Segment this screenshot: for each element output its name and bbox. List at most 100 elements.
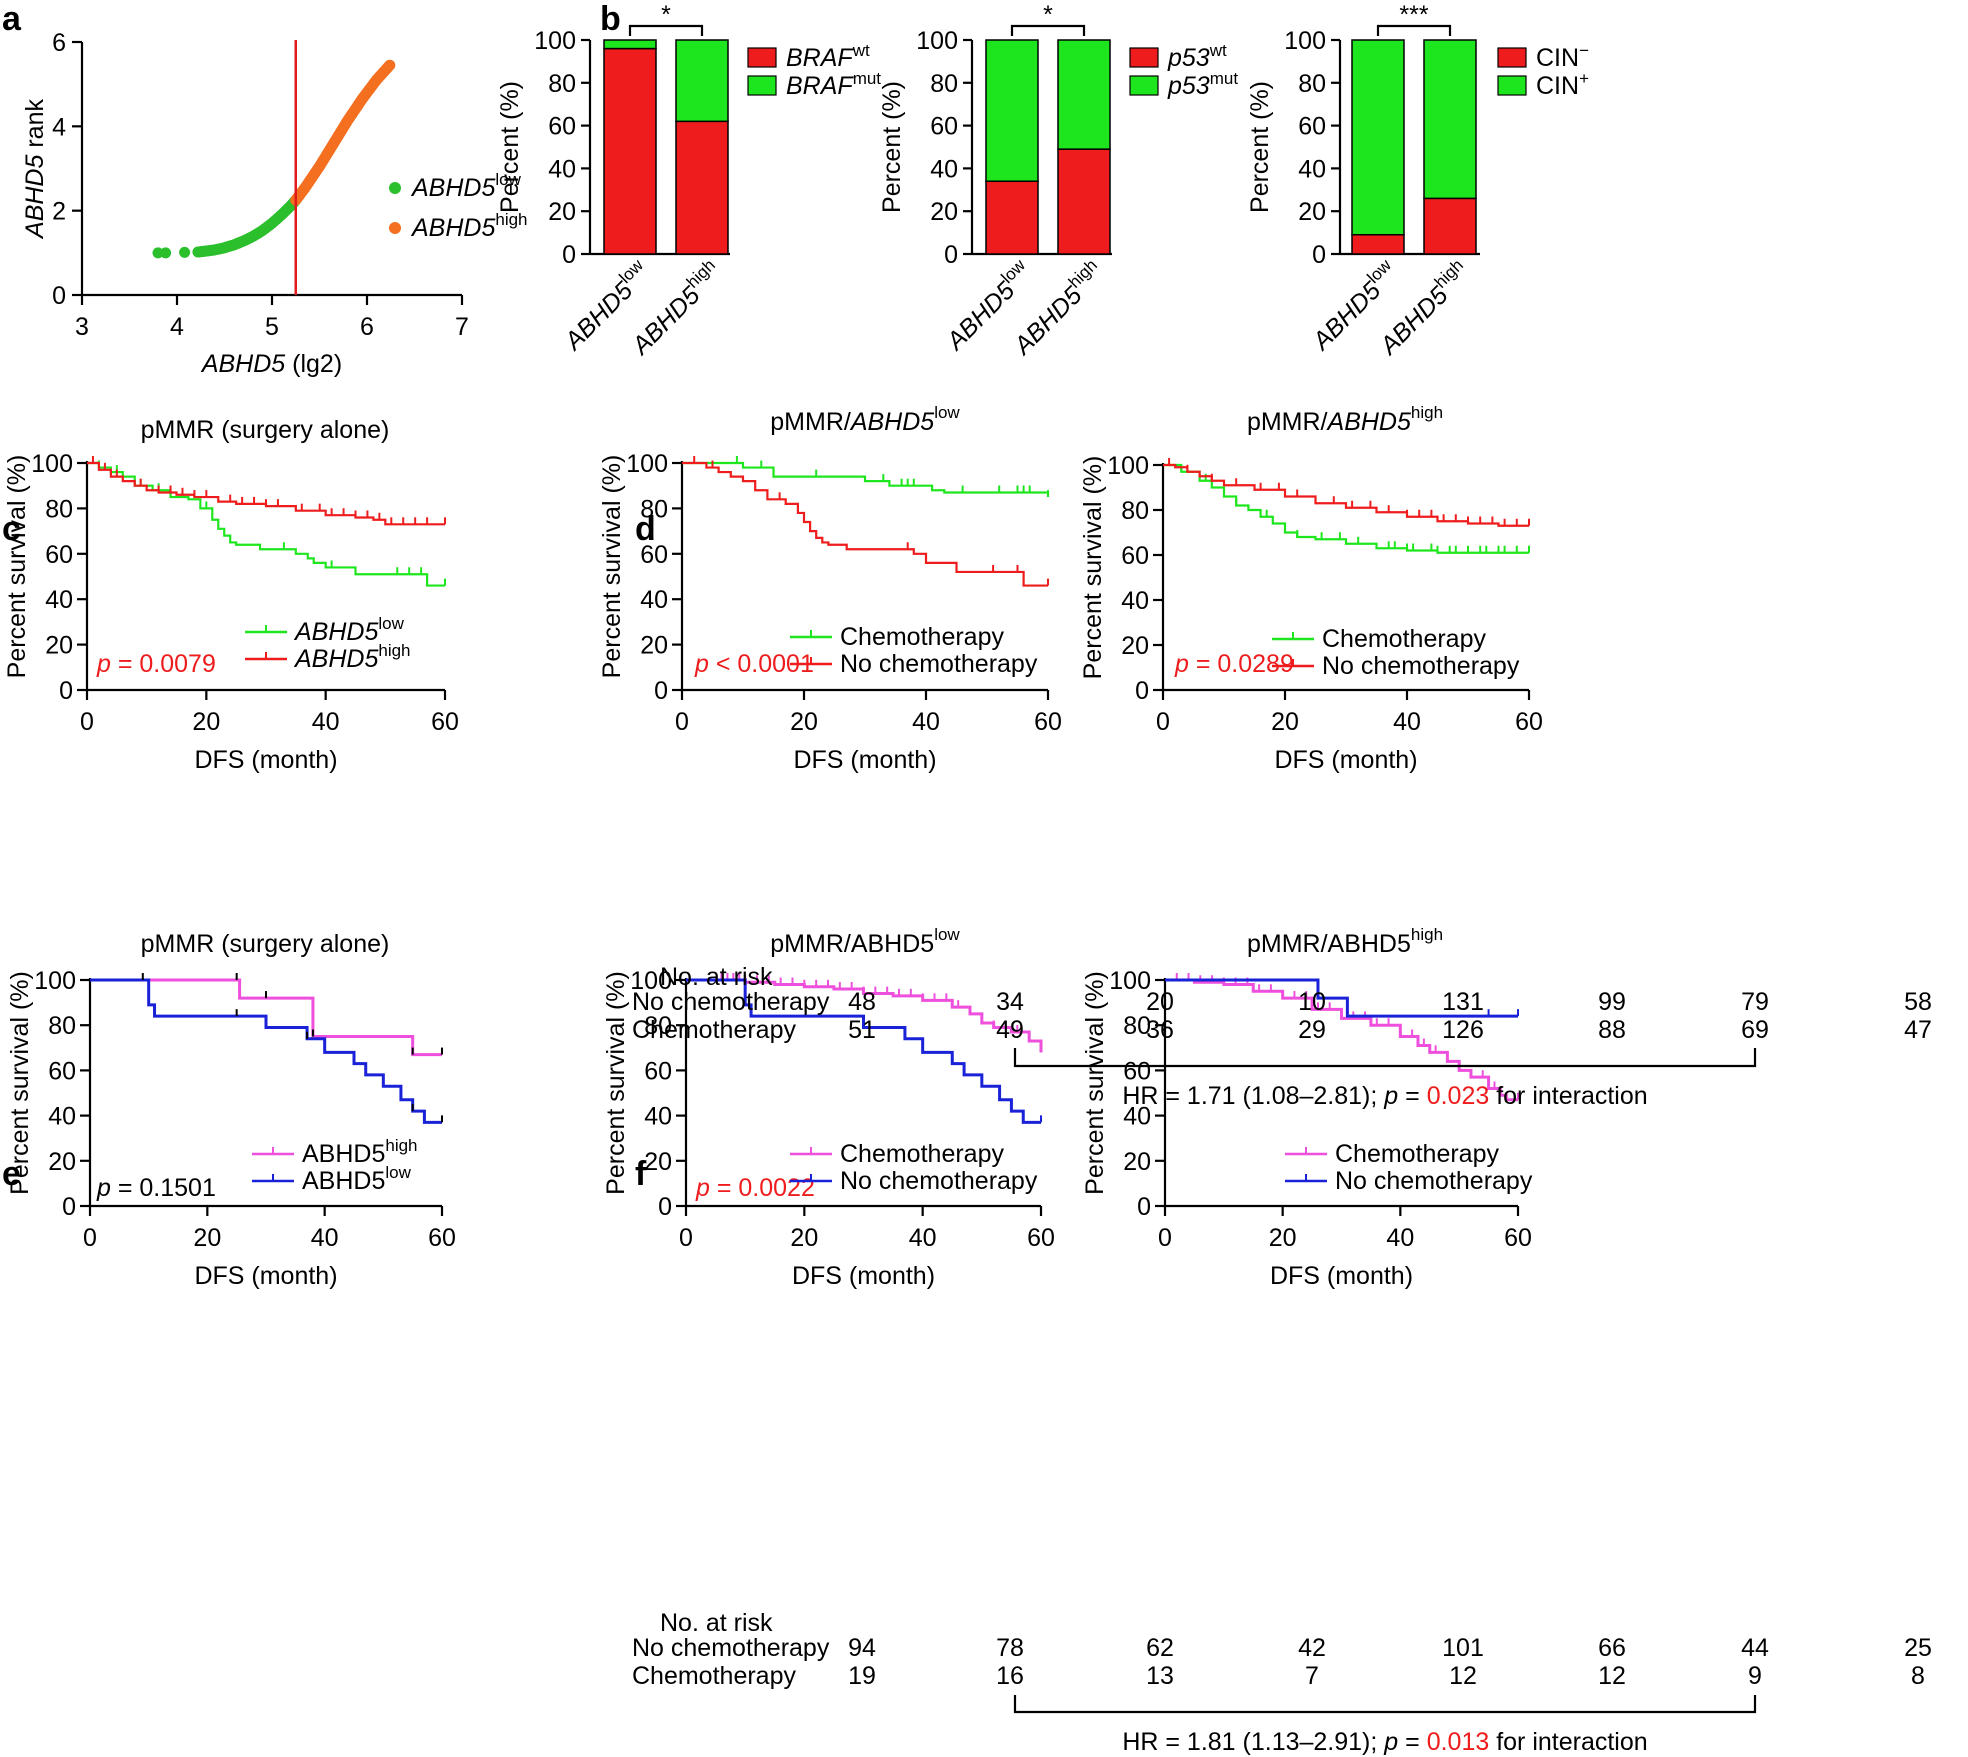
y-tick-label: 0 [1137,1193,1151,1221]
legend-label: Chemotherapy [840,1140,1004,1168]
risk-cell-no-chemo: 58 [1904,988,1932,1016]
bar-segment [1057,148,1111,255]
panel-e-survival-chart: 0 20 40 60 0 20 40 60 80 100 DFS (month) Percent su… [6,930,456,1290]
y-tick-label: 60 [1298,113,1326,141]
survival-curve-first [1163,463,1529,554]
legend-label: ABHD5low [293,614,405,646]
chart-title: pMMR (surgery alone) [141,416,390,444]
series-low [152,194,302,259]
y-tick-label: 20 [45,632,73,660]
y-axis-label: Percent (%) [878,81,906,213]
bar-segment [1057,39,1111,150]
bar-segment [603,47,657,255]
bar-segment [1351,39,1405,236]
panel-label-a: a [2,0,22,38]
risk-cell-no-chemo: 66 [1598,1634,1626,1662]
survival-curve-first [90,978,442,1057]
legend-label: BRAFwt [786,41,870,72]
y-tick-label: 60 [1121,542,1149,570]
data-point [152,247,164,259]
risk-cell-no-chemo: 20 [1146,988,1174,1016]
y-tick-label: 0 [62,1193,76,1221]
y-tick-label: 80 [48,1012,76,1040]
panel-d-low-survival-chart: 0 20 40 60 0 20 40 60 80 100 DFS (month) Percent su… [598,403,1062,774]
legend-label: ABHD5low [302,1163,412,1195]
risk-cell-no-chemo: 99 [1598,988,1626,1016]
x-tick-label: 40 [1393,708,1421,736]
x-axis-label: DFS (month) [793,746,936,774]
x-tick-label: 60 [1504,1224,1532,1252]
bar-segment [675,39,729,123]
x-tick-label: 20 [193,1224,221,1252]
y-tick-label: 40 [1121,587,1149,615]
risk-cell-chemo: 19 [848,1662,876,1690]
x-tick-label: 0 [1156,708,1170,736]
y-tick-label: 0 [654,677,668,705]
risk-cell-no-chemo: 34 [996,988,1024,1016]
hr-text-d: HR = 1.71 (1.08–2.81); p = 0.023 for int… [1122,1082,1647,1110]
x-tick-label: 20 [192,708,220,736]
legend-marker [389,182,401,194]
x-tick-label: 20 [790,1224,818,1252]
risk-table-f-cells: 94 78 62 42 101 66 44 25 19 16 13 7 12 12 9 8 [848,1634,1932,1690]
legend-label: No chemotherapy [1335,1167,1533,1195]
survival-curve-first [682,461,1050,498]
panel-a-scatter: 3 4 5 6 7 0 2 4 6 ABHD5 (lg2) ABHD5 rank ABHD5low AB… [21,29,528,378]
risk-cell-chemo: 36 [1146,1016,1174,1044]
risk-cell-no-chemo: 42 [1298,1634,1326,1662]
legend-label: p53wt [1167,41,1227,72]
risk-cell-no-chemo: 48 [848,988,876,1016]
significance-stars: * [661,1,671,29]
risk-cell-chemo: 88 [1598,1016,1626,1044]
y-tick-label: 100 [630,967,672,995]
x-tick-label: 20 [1269,1224,1297,1252]
x-tick-label: 40 [312,708,340,736]
y-tick-label: 0 [1312,241,1326,269]
legend-label: CIN− [1536,41,1589,72]
survival-curve-second [1165,978,1518,1018]
risk-cell-chemo: 29 [1298,1016,1326,1044]
risk-table-d: No. at risk No chemotherapy Chemotherapy… [632,963,1932,1110]
y-tick-label: 20 [548,198,576,226]
y-tick-label: 80 [548,70,576,98]
p-value: p = 0.0022 [695,1174,815,1202]
x-tick-label: 3 [75,313,89,341]
y-tick-label: 0 [944,241,958,269]
x-tick-label: 5 [265,313,279,341]
data-point [384,59,396,71]
chart-title: pMMR/ABHD5low [770,403,960,436]
legend-marker [389,222,401,234]
y-axis-label: Percent (%) [1246,81,1274,213]
legend-label: ABHD5high [410,210,528,242]
y-tick-label: 80 [45,495,73,523]
y-tick-label: 0 [52,282,66,310]
legend-label: ABHD5high [293,641,411,673]
y-axis-label: Percent survival (%) [598,455,626,679]
y-tick-label: 40 [640,586,668,614]
p-value: p = 0.1501 [96,1174,216,1202]
data-point [179,246,191,258]
y-tick-label: 4 [52,113,66,141]
y-tick-label: 60 [48,1057,76,1085]
risk-row-label-chemo: Chemotherapy [632,1662,796,1690]
risk-cell-chemo: 126 [1442,1016,1484,1044]
risk-cell-chemo: 9 [1748,1662,1762,1690]
x-axis-label: DFS (month) [194,746,337,774]
y-tick-label: 80 [1121,497,1149,525]
y-tick-label: 80 [1123,1012,1151,1040]
y-tick-label: 60 [930,113,958,141]
y-tick-label: 60 [640,541,668,569]
x-tick-label: 0 [80,708,94,736]
x-tick-label: 4 [170,313,184,341]
hr-text-f: HR = 1.81 (1.13–2.91); p = 0.013 for int… [1122,1728,1647,1756]
x-tick-label: 0 [1158,1224,1172,1252]
bar-segment [1423,197,1477,255]
risk-cell-chemo: 16 [996,1662,1024,1690]
risk-cell-chemo: 13 [1146,1662,1174,1690]
legend-label: ABHD5high [302,1136,418,1168]
legend-label: CIN+ [1536,69,1589,100]
x-tick-label: 60 [1034,708,1062,736]
